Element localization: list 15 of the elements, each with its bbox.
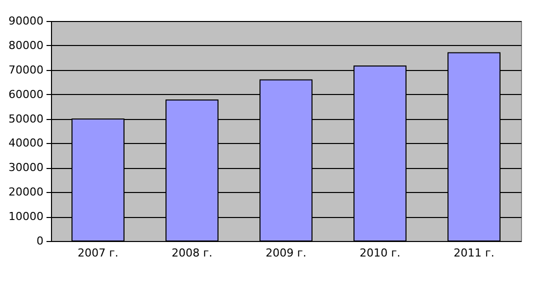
x-tick-label: 2009 г. — [266, 246, 306, 260]
y-tick-label: 60000 — [8, 88, 44, 101]
x-tick-label: 2011 г. — [454, 246, 494, 260]
y-tick-label: 10000 — [8, 210, 44, 224]
y-tick-label: 90000 — [8, 14, 44, 28]
y-tick-label: 70000 — [8, 63, 44, 76]
x-tick-label: 2008 г. — [172, 246, 212, 260]
y-tick-label: 80000 — [8, 38, 44, 52]
y-tick-label: 20000 — [8, 186, 44, 199]
y-tick-label: 0 — [36, 234, 44, 248]
y-tick-label: 30000 — [8, 161, 44, 174]
x-tick-label: 2007 г. — [78, 246, 118, 260]
x-tick-label: 2010 г. — [360, 246, 400, 260]
y-tick-label: 40000 — [8, 136, 44, 150]
y-tick-label: 50000 — [8, 112, 44, 126]
